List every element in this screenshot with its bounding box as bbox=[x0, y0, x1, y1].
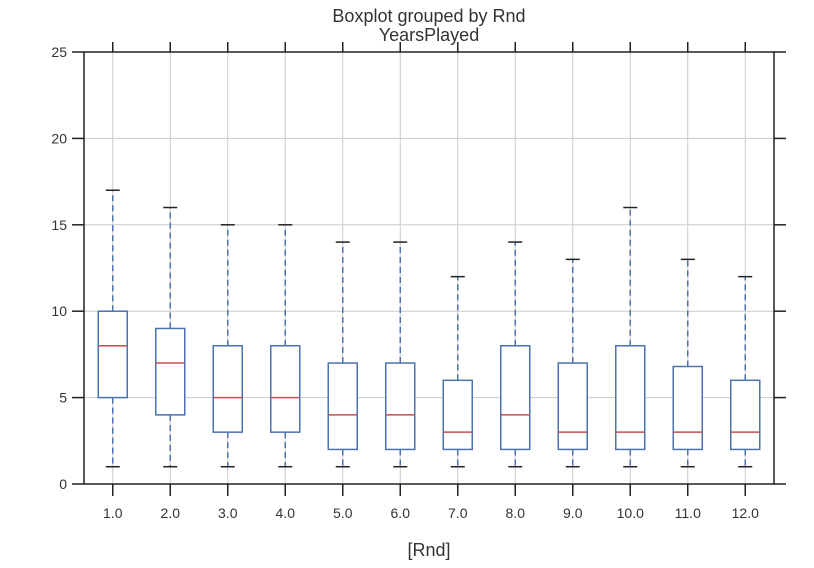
x-tick-label: 7.0 bbox=[448, 505, 468, 521]
y-tick-label: 5 bbox=[59, 390, 67, 406]
x-tick-label: 6.0 bbox=[391, 505, 411, 521]
x-tick-label: 8.0 bbox=[506, 505, 526, 521]
box-iqr bbox=[557, 362, 588, 451]
box-group bbox=[615, 206, 646, 468]
chart-title: YearsPlayed bbox=[379, 25, 479, 45]
x-axis-label: [Rnd] bbox=[407, 540, 450, 560]
x-tick-label: 4.0 bbox=[276, 505, 296, 521]
grid-lines bbox=[84, 51, 774, 485]
box-group bbox=[442, 275, 473, 468]
x-tick-label: 5.0 bbox=[333, 505, 353, 521]
x-tick-label: 1.0 bbox=[103, 505, 123, 521]
y-tick-label: 15 bbox=[51, 217, 67, 233]
y-tick-label: 10 bbox=[51, 303, 67, 319]
y-tick-label: 25 bbox=[51, 44, 67, 60]
box-group bbox=[557, 258, 588, 468]
x-tick-label: 12.0 bbox=[732, 505, 759, 521]
y-tick-label: 0 bbox=[59, 476, 67, 492]
box-iqr bbox=[615, 345, 646, 451]
x-tick-label: 3.0 bbox=[218, 505, 238, 521]
box-group bbox=[155, 206, 186, 468]
box-iqr bbox=[385, 362, 416, 451]
box-iqr bbox=[270, 345, 301, 433]
box-group bbox=[385, 241, 416, 468]
box-group bbox=[672, 258, 703, 468]
x-tick-label: 2.0 bbox=[161, 505, 181, 521]
axes bbox=[72, 42, 786, 496]
box-iqr bbox=[500, 345, 531, 451]
chart-suptitle: Boxplot grouped by Rnd bbox=[332, 6, 525, 26]
box-group bbox=[327, 241, 358, 468]
box-layer bbox=[97, 189, 761, 468]
box-iqr bbox=[97, 310, 128, 399]
box-group bbox=[730, 275, 761, 468]
box-iqr bbox=[442, 379, 473, 451]
box-iqr bbox=[672, 365, 703, 451]
box-group bbox=[212, 224, 243, 468]
box-iqr bbox=[212, 345, 243, 433]
x-tick-label: 11.0 bbox=[675, 505, 701, 521]
box-iqr bbox=[155, 327, 186, 416]
tick-labels: 0 5 10 15 20 25 1.0 2.0 3.0 4.0 5.0 6.0 7.0 8.0 9.0 10.… bbox=[51, 44, 759, 521]
plot-frame bbox=[83, 51, 775, 485]
box-iqr bbox=[327, 362, 358, 451]
box-group bbox=[270, 224, 301, 468]
box-group bbox=[500, 241, 531, 468]
box-group bbox=[97, 189, 128, 468]
y-tick-label: 20 bbox=[51, 130, 67, 146]
x-tick-label: 9.0 bbox=[563, 505, 583, 521]
box-iqr bbox=[730, 379, 761, 451]
x-tick-label: 10.0 bbox=[617, 505, 644, 521]
